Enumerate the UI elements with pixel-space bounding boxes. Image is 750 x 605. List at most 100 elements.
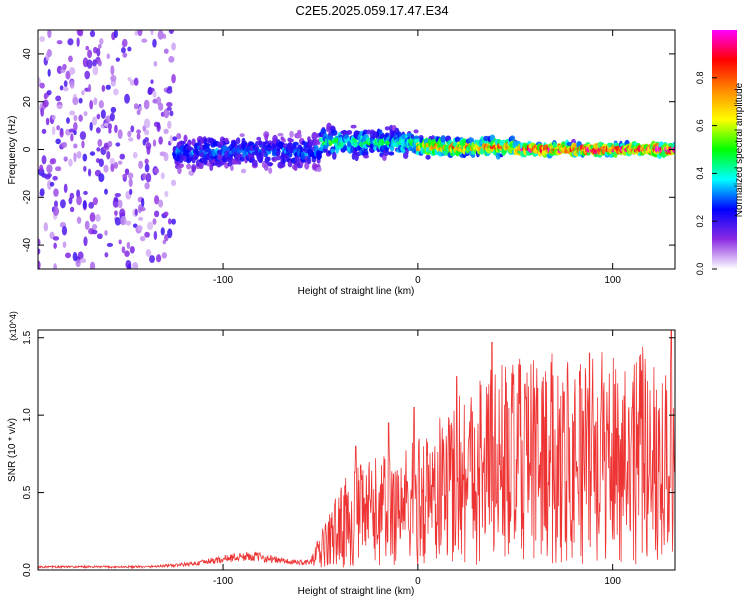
spectrogram-cell (46, 90, 52, 96)
spectrogram-cell (97, 139, 103, 147)
spectrogram-cell (84, 70, 91, 80)
spectrogram-cell (320, 128, 327, 135)
spectrogram-cell (62, 86, 69, 92)
spectrogram-cell (267, 156, 271, 162)
spectrogram-cell (41, 155, 47, 165)
spectrogram-cell (251, 159, 258, 167)
spectrogram-cell (59, 129, 64, 138)
spectrogram-cell (56, 40, 63, 45)
spectrogram-cell (113, 161, 119, 169)
spectrogram-cell (59, 85, 64, 91)
spectrogram-cell (89, 151, 96, 156)
spectrogram-cell (124, 250, 130, 257)
spectrogram-cell (413, 129, 419, 134)
spectrogram-cell (61, 225, 68, 236)
spectrogram-cell (256, 136, 262, 141)
spectrogram-y-label: Frequency (Hz) (7, 116, 18, 185)
spectrogram-cell (172, 136, 178, 142)
spectrogram-cell (171, 179, 177, 187)
colorbar-gradient (712, 30, 737, 269)
spectrogram-cell (53, 242, 57, 249)
spectrogram-cell (171, 42, 176, 51)
spectrogram-cell (166, 106, 172, 111)
spectrogram-cell (440, 135, 446, 143)
spectrogram-cell (87, 84, 92, 93)
spectrogram-cell (113, 196, 119, 203)
spectrogram-cell (156, 123, 161, 132)
spectrogram-cell (153, 195, 160, 205)
spectrogram-cell (42, 99, 49, 108)
spectrogram-cell (366, 129, 371, 135)
spectrogram-cell (127, 46, 132, 52)
spectrogram-cell (85, 45, 90, 51)
spectrogram-cell (83, 190, 88, 196)
spectrogram-cell (65, 70, 71, 80)
spectrogram-cell (79, 131, 87, 140)
spectrogram-cell (128, 178, 133, 188)
spectrogram-cell (119, 153, 126, 160)
spectrogram-cell (39, 164, 44, 172)
spectrogram-cell (143, 99, 150, 110)
snr-y-tick-label: 0.5 (22, 485, 33, 499)
spectrogram-cell (103, 164, 109, 173)
spectrogram-cell (316, 152, 322, 161)
spectrogram-cell (235, 137, 241, 145)
spectrogram-cell (164, 190, 169, 198)
spectrogram-cell (66, 117, 70, 124)
spectrogram-cell (96, 233, 103, 240)
spectrogram-cell (78, 97, 83, 104)
spectrogram-y-ticks: -40 -20 0 20 40 (22, 48, 675, 252)
spectrogram-cell (163, 108, 170, 119)
spectrogram-cell (53, 200, 59, 208)
spectrogram-cell (76, 195, 82, 206)
spectrogram-y-tick-label: 20 (22, 96, 33, 108)
spectrogram-cell (113, 88, 119, 96)
spectrogram-cell (106, 242, 114, 248)
spectrogram-cell (202, 158, 208, 166)
spectrogram-cell (39, 36, 46, 42)
spectrogram-cell (152, 90, 157, 98)
spectrogram-cell (162, 33, 167, 39)
spectrogram-cell (171, 73, 176, 84)
spectrogram-y-tick-label: 40 (22, 48, 33, 60)
spectrogram-cell (444, 151, 448, 156)
spectrogram-cell (52, 236, 60, 241)
spectrogram-cell (144, 129, 150, 136)
spectrogram-cell (152, 139, 157, 147)
spectrogram-cell (287, 151, 293, 158)
snr-x-tick-label: 0 (415, 576, 421, 587)
spectrogram-cell (160, 172, 165, 180)
spectrogram-cell (101, 84, 106, 92)
spectrogram-cell (106, 53, 111, 60)
colorbar-label: Normalized spectral amplitude (734, 82, 745, 217)
spectrogram-cell (145, 142, 152, 150)
spectrogram-cell (176, 132, 182, 140)
spectrogram-cell (117, 160, 123, 165)
spectrogram-cell (114, 210, 118, 216)
spectrogram-cell (292, 141, 299, 146)
spectrogram-cell (163, 152, 169, 162)
spectrogram-cell (136, 129, 142, 134)
spectrogram-cell (56, 104, 63, 110)
spectrogram-cell (425, 154, 431, 160)
spectrogram-cell (68, 158, 73, 167)
spectrogram-cell (169, 110, 174, 117)
spectrogram-cell (115, 57, 120, 62)
spectrogram-cell (46, 49, 53, 57)
spectrogram-cell (163, 48, 169, 54)
spectrogram-cell (168, 30, 175, 35)
spectrogram-cell (332, 151, 337, 160)
spectrogram-cell (126, 241, 131, 249)
spectrogram-cell (89, 261, 96, 269)
spectrogram-cell (76, 151, 82, 159)
spectrogram-cell (129, 188, 133, 195)
spectrogram-cell (150, 79, 154, 84)
spectrogram-cell (110, 106, 117, 114)
spectrogram-cell (230, 165, 234, 171)
spectrogram-cell (168, 55, 175, 63)
spectrogram-cell (167, 86, 173, 91)
spectrogram-cell (122, 173, 128, 179)
colorbar-tick-label: 0.2 (695, 215, 705, 228)
spectrogram-cell (89, 212, 96, 223)
